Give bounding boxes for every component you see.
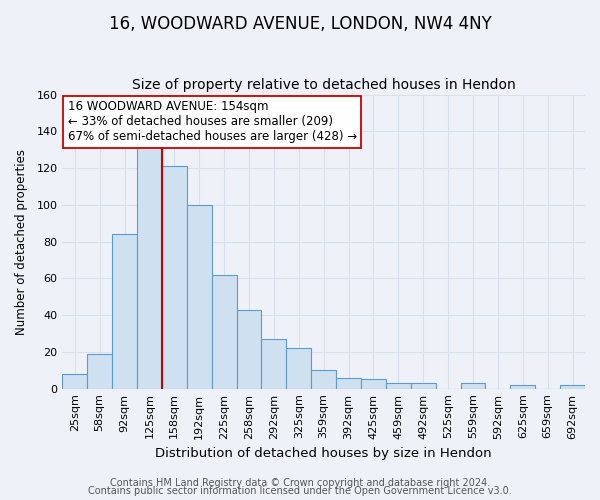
Bar (560, 385, 585, 388)
Bar (336, 378, 361, 388)
Text: 16, WOODWARD AVENUE, LONDON, NW4 4NY: 16, WOODWARD AVENUE, LONDON, NW4 4NY (109, 15, 491, 33)
Bar (511, 385, 535, 388)
Y-axis label: Number of detached properties: Number of detached properties (15, 148, 28, 334)
Title: Size of property relative to detached houses in Hendon: Size of property relative to detached ho… (132, 78, 515, 92)
Bar (112, 234, 137, 388)
Bar (162, 166, 187, 388)
Bar (411, 383, 436, 388)
Text: Contains HM Land Registry data © Crown copyright and database right 2024.: Contains HM Land Registry data © Crown c… (110, 478, 490, 488)
Bar (187, 205, 212, 388)
Bar (212, 274, 236, 388)
Text: Contains public sector information licensed under the Open Government Licence v3: Contains public sector information licen… (88, 486, 512, 496)
Bar (62, 374, 87, 388)
Bar (137, 144, 162, 388)
Bar (286, 348, 311, 389)
Text: 16 WOODWARD AVENUE: 154sqm
← 33% of detached houses are smaller (209)
67% of sem: 16 WOODWARD AVENUE: 154sqm ← 33% of deta… (68, 100, 356, 144)
Bar (87, 354, 112, 388)
Bar (236, 310, 262, 388)
Bar (262, 339, 286, 388)
Bar (386, 383, 411, 388)
Bar (361, 380, 386, 388)
X-axis label: Distribution of detached houses by size in Hendon: Distribution of detached houses by size … (155, 447, 492, 460)
Bar (311, 370, 336, 388)
Bar (461, 383, 485, 388)
